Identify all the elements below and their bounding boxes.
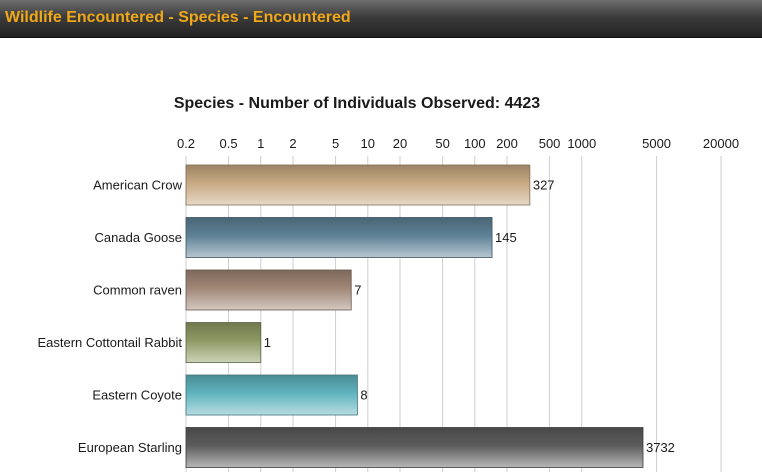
data-labels: 327 145 7 1 8 3732 bbox=[264, 178, 675, 456]
x-tick-label: 5 bbox=[332, 136, 339, 151]
category-label: Eastern Coyote bbox=[92, 388, 182, 403]
bars bbox=[185, 164, 644, 468]
data-label: 1 bbox=[264, 335, 271, 350]
x-tick-label: 2 bbox=[289, 136, 296, 151]
data-label: 327 bbox=[533, 178, 555, 193]
data-label: 7 bbox=[354, 283, 361, 298]
data-label: 145 bbox=[495, 230, 517, 245]
category-label: Common raven bbox=[93, 283, 182, 298]
x-tick-label: 0.2 bbox=[177, 136, 195, 151]
bar-eastern-coyote bbox=[185, 374, 358, 416]
grid-lines bbox=[185, 156, 722, 472]
bar-european-starling bbox=[185, 427, 644, 468]
x-tick-label: 10 bbox=[361, 136, 375, 151]
x-tick-label: 50 bbox=[435, 136, 449, 151]
chart-title: Species - Number of Individuals Observed… bbox=[174, 95, 540, 112]
x-tick-label: 1000 bbox=[567, 136, 596, 151]
x-tick-label: 20 bbox=[393, 136, 407, 151]
header-bar: Wildlife Encountered - Species - Encount… bbox=[0, 0, 762, 38]
category-label: American Crow bbox=[93, 178, 182, 193]
x-tick-label: 100 bbox=[464, 136, 486, 151]
category-label: European Starling bbox=[78, 440, 182, 455]
x-tick-label: 5000 bbox=[642, 136, 671, 151]
bar-american-crow bbox=[185, 164, 531, 206]
x-tick-label: 200 bbox=[496, 136, 518, 151]
page-title: Wildlife Encountered - Species - Encount… bbox=[5, 9, 351, 26]
category-labels: American Crow Canada Goose Common raven Eas… bbox=[37, 178, 182, 456]
x-tick-label: 1 bbox=[257, 136, 264, 151]
x-axis-ticks: 0.2 0.5 1 2 5 10 20 50 100 200 500 1000 5000 20000 bbox=[177, 136, 739, 151]
data-label: 3732 bbox=[646, 440, 675, 455]
data-label: 8 bbox=[360, 388, 367, 403]
category-label: Canada Goose bbox=[95, 230, 182, 245]
bar-eastern-cottontail-rabbit bbox=[185, 322, 262, 363]
category-label: Eastern Cottontail Rabbit bbox=[37, 335, 182, 350]
x-tick-label: 20000 bbox=[703, 136, 739, 151]
x-tick-label: 0.5 bbox=[220, 136, 238, 151]
bar-canada-goose bbox=[185, 217, 493, 258]
x-tick-label: 500 bbox=[539, 136, 561, 151]
bar-common-raven bbox=[185, 269, 352, 311]
